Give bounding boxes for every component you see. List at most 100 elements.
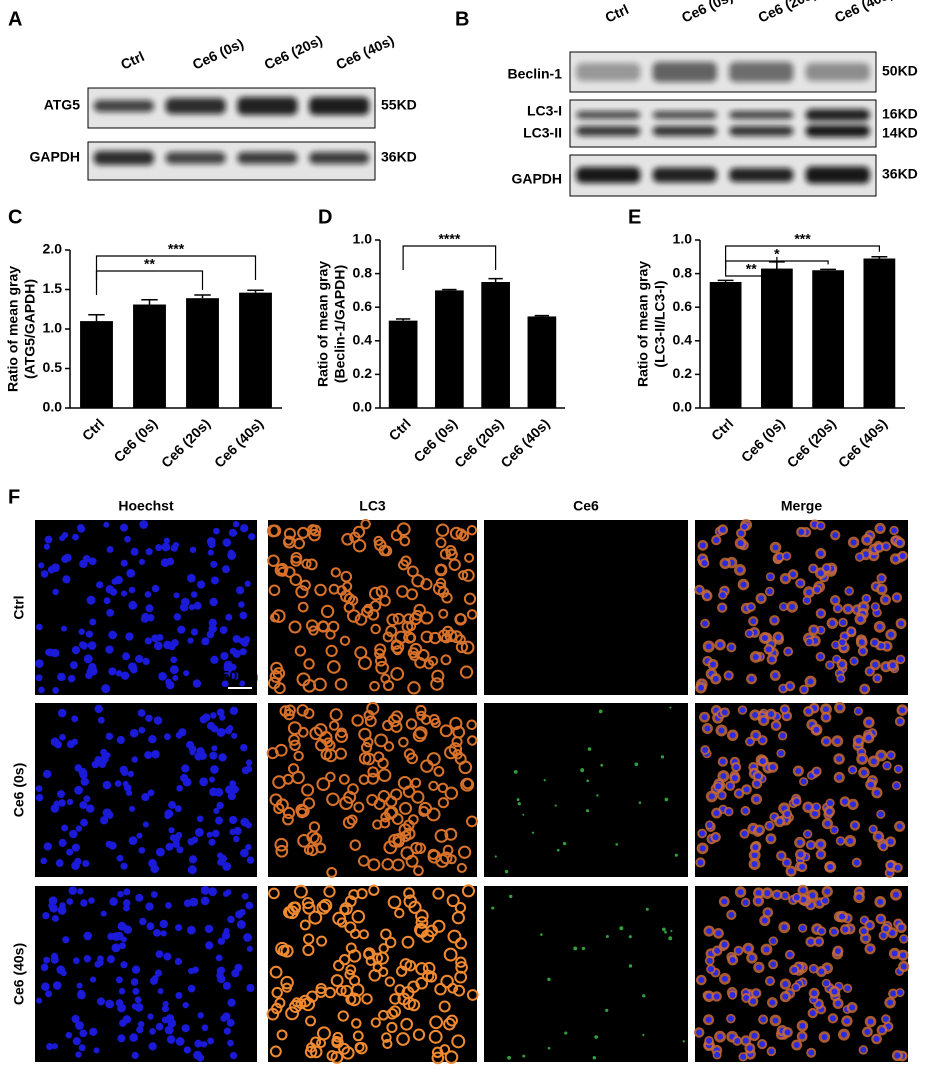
nucleus: [141, 793, 150, 802]
x-tick-label: Ctrl: [708, 415, 736, 443]
merge-nucleus: [871, 639, 878, 646]
ce6-signal: [668, 936, 673, 941]
lc3-cell: [309, 832, 323, 846]
merge-nucleus: [813, 804, 820, 811]
nucleus: [163, 537, 170, 544]
lc3-cell: [444, 786, 459, 800]
nucleus: [42, 769, 52, 779]
nucleus: [176, 846, 184, 854]
merge-nucleus: [709, 661, 716, 668]
merge-nucleus: [877, 525, 884, 532]
lc3-cell: [368, 586, 383, 601]
merge-nucleus: [736, 566, 743, 573]
merge-nucleus: [862, 935, 869, 942]
nucleus: [164, 1025, 174, 1035]
nucleus: [77, 888, 84, 895]
nucleus: [122, 652, 131, 661]
nucleus: [88, 557, 97, 566]
ce6-signal: [562, 841, 567, 846]
nucleus: [86, 595, 96, 605]
nucleus: [96, 581, 104, 589]
merge-nucleus: [773, 891, 780, 898]
merge-nucleus: [766, 588, 773, 595]
ce6-signal: [638, 801, 642, 804]
bar: [527, 316, 557, 408]
lc3-cell: [407, 998, 421, 1012]
lc3-cell: [398, 801, 413, 815]
merge-nucleus: [712, 675, 719, 682]
lc3-cell: [330, 567, 341, 578]
significance-bracket: [725, 245, 880, 270]
lc3-cell: [338, 1042, 350, 1055]
lc3-cell: [332, 911, 347, 926]
merge-nucleus: [756, 827, 763, 834]
nucleus: [181, 764, 190, 773]
nucleus: [216, 966, 225, 975]
nucleus: [148, 734, 157, 744]
merge-nucleus: [877, 898, 884, 905]
nucleus: [62, 936, 70, 944]
merge-nucleus: [866, 668, 873, 675]
merge-nucleus: [772, 1017, 779, 1024]
lc3-cell: [333, 959, 345, 972]
nucleus: [166, 557, 175, 566]
lc3-cell: [361, 993, 373, 1005]
lc3-cell: [318, 898, 333, 913]
merge-nucleus: [746, 738, 753, 745]
merge-nucleus: [864, 1028, 871, 1035]
merge-nucleus: [800, 778, 807, 785]
lc3-cell: [403, 748, 416, 760]
nucleus: [50, 737, 60, 747]
merge-nucleus: [837, 675, 844, 682]
merge-nucleus: [761, 634, 768, 641]
lc3-cell: [404, 959, 417, 972]
lc3-cell: [441, 592, 453, 604]
lc3-cell: [435, 577, 447, 589]
merge-nucleus: [738, 530, 745, 537]
lc3-cell: [413, 865, 424, 877]
bar: [863, 258, 896, 408]
merge-nucleus: [867, 1018, 874, 1025]
lc3-cell: [375, 660, 389, 675]
merge-nucleus: [878, 575, 885, 582]
lc3-cell: [363, 947, 376, 960]
lc3-cell: [396, 965, 408, 977]
micrograph-background: [484, 520, 688, 695]
lc3-cell: [341, 533, 354, 546]
lc3-cell: [428, 1029, 443, 1044]
nucleus: [238, 601, 245, 608]
nucleus: [241, 892, 249, 900]
nucleus: [40, 963, 49, 972]
merge-nucleus: [827, 800, 834, 807]
nucleus: [219, 626, 228, 635]
lc3-cell: [315, 1037, 327, 1049]
nucleus: [201, 637, 210, 646]
merge-nucleus: [836, 774, 843, 781]
lc3-cell: [320, 604, 335, 619]
lc3-cell: [382, 1038, 393, 1050]
nucleus: [128, 600, 138, 610]
lc3-cell: [299, 579, 311, 591]
merge-nucleus: [782, 575, 789, 582]
nucleus: [144, 751, 153, 760]
merge-nucleus: [765, 646, 772, 653]
lc3-cell: [390, 788, 403, 801]
y-tick-label: 0.4: [673, 332, 693, 348]
lc3-cell: [302, 933, 315, 945]
bar: [133, 304, 166, 408]
merge-nucleus: [900, 935, 907, 942]
lc3-cell: [309, 524, 322, 537]
nucleus: [220, 651, 229, 661]
nucleus: [136, 1026, 144, 1034]
significance-bracket: [95, 255, 257, 280]
merge-nucleus: [728, 911, 735, 918]
merge-nucleus: [899, 707, 906, 714]
merge-nucleus: [791, 966, 798, 973]
merge-nucleus: [752, 844, 759, 851]
lc3-cell: [368, 884, 380, 896]
nucleus: [104, 752, 111, 759]
merge-nucleus: [832, 641, 839, 648]
lc3-cell: [426, 752, 441, 767]
nucleus: [210, 712, 217, 719]
merge-nucleus: [715, 783, 722, 790]
